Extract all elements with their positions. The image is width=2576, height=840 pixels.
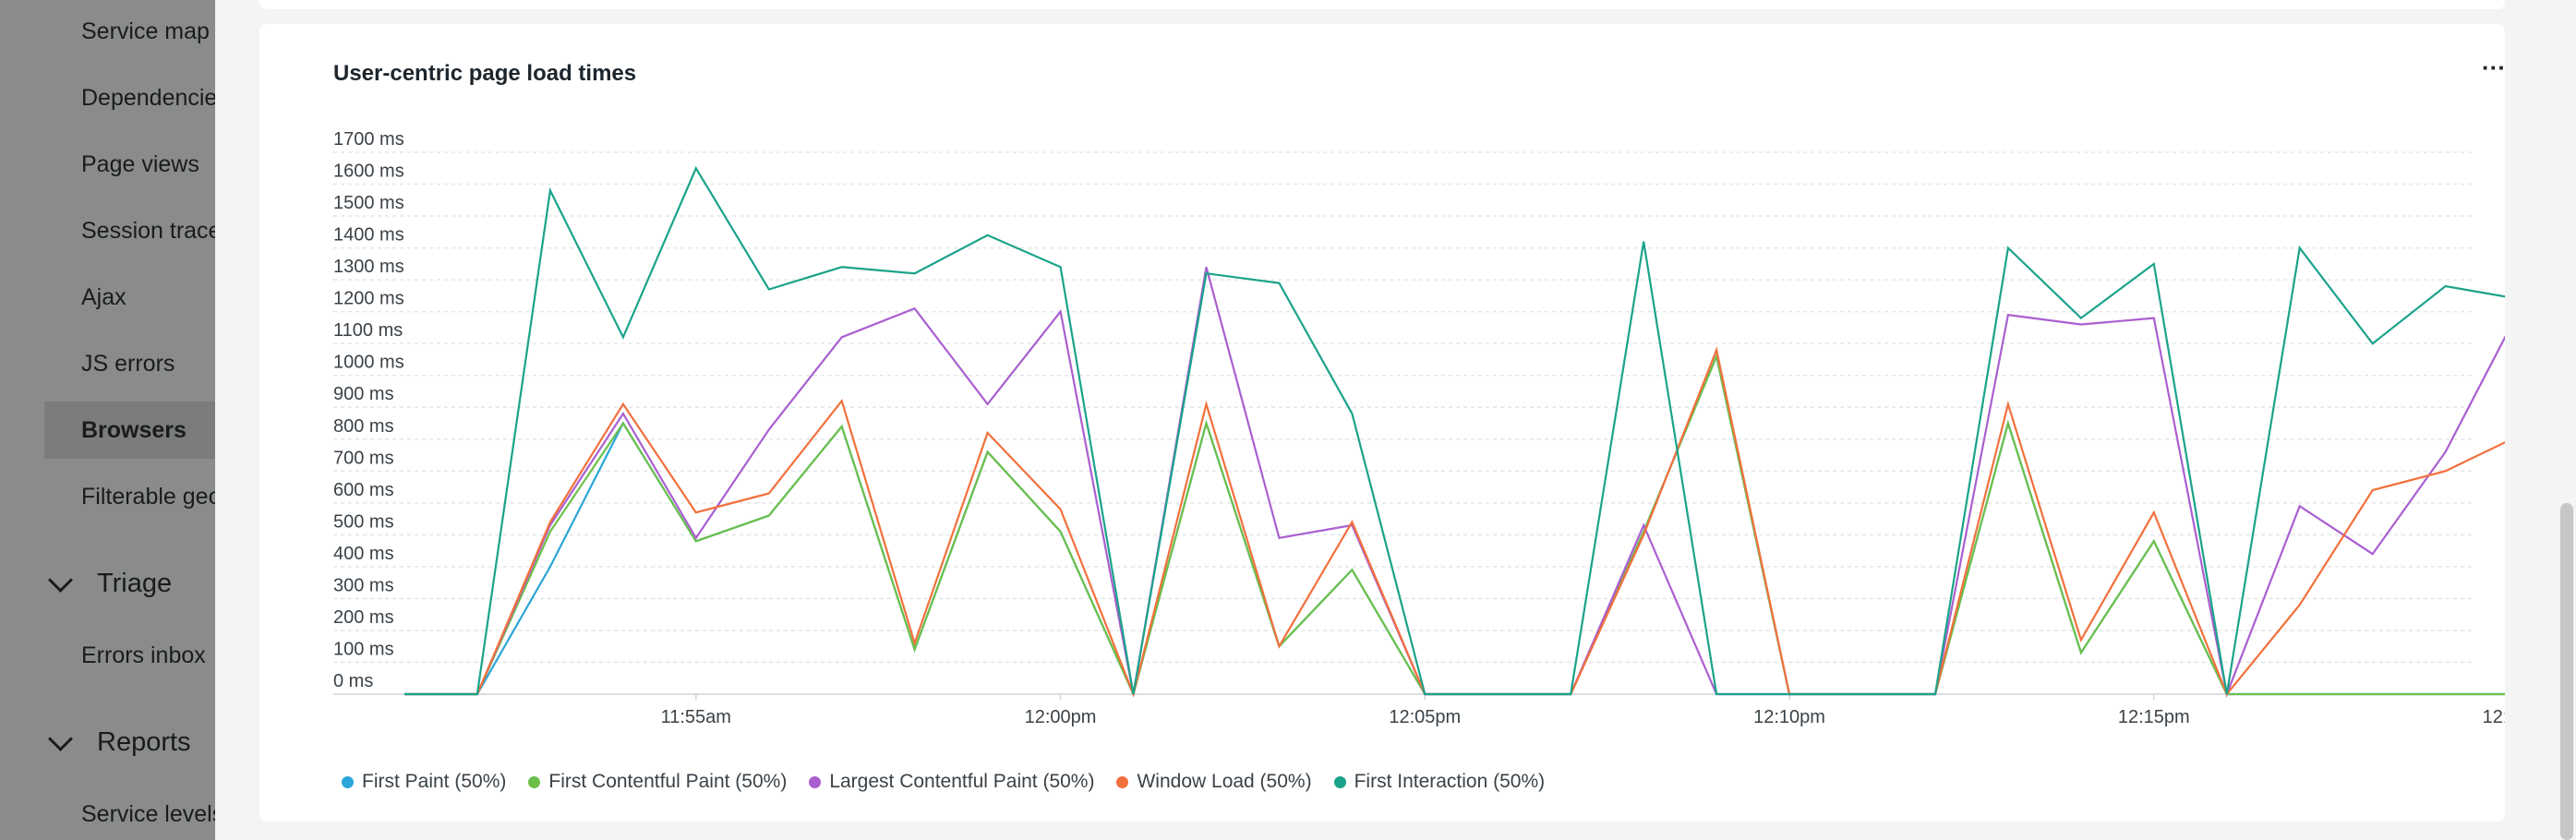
- chart-card: User-centric page load times ··· 1700 ms…: [259, 24, 2506, 822]
- sidebar-item-filterable-geography[interactable]: Filterable geography: [81, 484, 215, 510]
- y-tick-label: 500 ms: [333, 511, 394, 532]
- sidebar-item-errors-inbox[interactable]: Errors inbox: [81, 642, 206, 668]
- x-tick-label: 12:00pm: [1025, 707, 1097, 727]
- sidebar-item-service-map[interactable]: Service map: [81, 18, 210, 44]
- legend-dot-icon: [1116, 775, 1129, 788]
- sidebar-item-browsers[interactable]: Browsers: [81, 417, 187, 443]
- previous-widget-card: [259, 0, 2505, 9]
- sidebar-item-dependencies[interactable]: Dependencies: [81, 85, 215, 111]
- more-options-button[interactable]: ···: [2482, 54, 2506, 81]
- y-tick-label: 700 ms: [333, 448, 394, 468]
- legend-dot-icon: [809, 775, 822, 788]
- y-tick-label: 1100 ms: [333, 320, 403, 341]
- y-tick-label: 100 ms: [333, 639, 394, 659]
- series-line-2[interactable]: [404, 267, 2505, 698]
- legend-label: Largest Contentful Paint (50%): [829, 771, 1095, 792]
- y-tick-label: 300 ms: [333, 575, 394, 595]
- chevron-down-icon: [48, 726, 73, 751]
- x-tick-label: 12:15pm: [2118, 707, 2190, 727]
- x-tick-label: 12:10pm: [1753, 707, 1825, 727]
- x-tick-label: 12:05pm: [1389, 707, 1461, 727]
- sidebar-item-service-levels[interactable]: Service levels: [81, 801, 215, 827]
- sidebar-section-label: Reports: [97, 727, 191, 757]
- scrollbar-thumb[interactable]: [2560, 503, 2573, 840]
- y-tick-label: 600 ms: [333, 480, 394, 500]
- legend-item[interactable]: First Paint (50%): [342, 768, 506, 796]
- y-tick-label: 1200 ms: [333, 289, 404, 309]
- series-line-3[interactable]: [404, 346, 2505, 698]
- series-line-4[interactable]: [404, 165, 2505, 696]
- sidebar-active-highlight: [44, 402, 215, 459]
- legend-item[interactable]: First Contentful Paint (50%): [528, 768, 787, 796]
- sidebar-item-page-views[interactable]: Page views: [81, 151, 199, 177]
- legend-label: First Interaction (50%): [1354, 771, 1546, 792]
- y-tick-label: 200 ms: [333, 607, 394, 628]
- main-content: User-centric page load times ··· 1700 ms…: [215, 0, 2576, 840]
- legend-label: First Contentful Paint (50%): [548, 771, 788, 792]
- legend-label: First Paint (50%): [362, 771, 507, 792]
- chart-title: User-centric page load times: [333, 61, 637, 86]
- y-tick-label: 800 ms: [333, 416, 394, 437]
- legend-item[interactable]: Largest Contentful Paint (50%): [809, 768, 1094, 796]
- legend-item[interactable]: First Interaction (50%): [1333, 768, 1546, 796]
- legend-label: Window Load (50%): [1137, 771, 1312, 792]
- y-tick-label: 1500 ms: [333, 193, 404, 213]
- y-tick-label: 400 ms: [333, 544, 394, 564]
- sidebar-section-reports[interactable]: Reports: [46, 726, 191, 758]
- sidebar-section-triage[interactable]: Triage: [46, 567, 173, 599]
- legend-item[interactable]: Window Load (50%): [1116, 768, 1312, 796]
- chevron-down-icon: [48, 567, 73, 593]
- x-tick-label: 12:20pm: [2483, 707, 2505, 727]
- legend-dot-icon: [342, 775, 354, 788]
- y-tick-label: 1700 ms: [333, 129, 404, 150]
- sidebar-item-js-errors[interactable]: JS errors: [81, 351, 175, 377]
- chart-legend: First Paint (50%) First Contentful Paint …: [342, 768, 1545, 796]
- sidebar-section-label: Triage: [97, 569, 173, 598]
- y-tick-label: 1000 ms: [333, 353, 404, 373]
- x-tick-label: 11:55am: [661, 707, 731, 727]
- sidebar: Service map Dependencies Page views Sess…: [0, 0, 215, 840]
- y-tick-label: 1600 ms: [333, 162, 404, 182]
- sidebar-item-session-traces[interactable]: Session traces: [81, 218, 215, 244]
- line-chart: 1700 ms 1600 ms 1500 ms 1400 ms 1300 ms 1200 …: [333, 129, 2505, 727]
- y-tick-label: 900 ms: [333, 384, 394, 404]
- legend-dot-icon: [1333, 775, 1346, 788]
- y-tick-label: 1400 ms: [333, 225, 404, 246]
- y-tick-label: 0 ms: [333, 671, 373, 691]
- sidebar-item-ajax[interactable]: Ajax: [81, 284, 126, 310]
- legend-dot-icon: [528, 775, 541, 788]
- y-tick-label: 1300 ms: [333, 257, 404, 277]
